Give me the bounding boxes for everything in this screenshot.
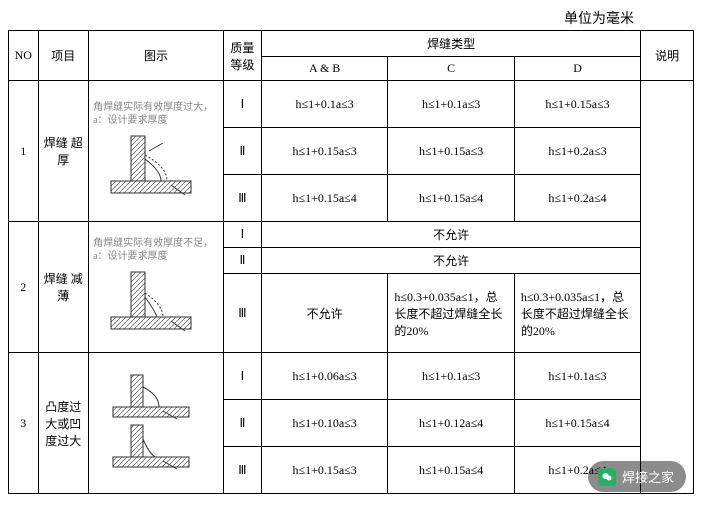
cell-spec: h≤1+0.15a≤4 xyxy=(261,175,387,222)
th-ab: A & B xyxy=(261,57,387,81)
cell-grade: Ⅲ xyxy=(223,447,261,494)
th-figure: 图示 xyxy=(89,31,224,81)
cell-grade: Ⅰ xyxy=(223,81,261,128)
cell-item: 凸度过大或凹度过大 xyxy=(38,353,89,494)
cell-spec: h≤1+0.2a≤4 xyxy=(514,175,640,222)
cell-figure: 角焊缝实际有效厚度不足，a：设计要求厚度 xyxy=(89,222,224,353)
cell-spec: h≤1+0.1a≤3 xyxy=(261,81,387,128)
cell-spec: h≤1+0.15a≤3 xyxy=(514,81,640,128)
cell-spec: h≤1+0.06a≤3 xyxy=(261,353,387,400)
cell-grade: Ⅱ xyxy=(223,248,261,274)
cell-item: 焊缝 超厚 xyxy=(38,81,89,222)
cell-figure: 角焊缝实际有效厚度过大，a：设计要求厚度 xyxy=(89,81,224,222)
weld-diagram-concave xyxy=(101,423,211,473)
cell-spec-merged: 不允许 xyxy=(261,222,640,248)
weld-diagram-underthick xyxy=(101,267,211,337)
th-note: 说明 xyxy=(641,31,694,81)
watermark: 焊接之家 xyxy=(588,461,686,492)
cell-grade: Ⅱ xyxy=(223,128,261,175)
weld-diagram-convex xyxy=(101,373,211,423)
cell-no: 1 xyxy=(9,81,39,222)
cell-no: 2 xyxy=(9,222,39,353)
th-grade: 质量等级 xyxy=(223,31,261,81)
fig-caption: 角焊缝实际有效厚度不足，a：设计要求厚度 xyxy=(93,237,219,263)
cell-spec: h≤1+0.15a≤3 xyxy=(261,447,387,494)
watermark-text: 焊接之家 xyxy=(622,467,674,486)
cell-spec: h≤1+0.15a≤4 xyxy=(514,400,640,447)
cell-item: 焊缝 减薄 xyxy=(38,222,89,353)
th-d: D xyxy=(514,57,640,81)
th-item: 项目 xyxy=(38,31,89,81)
cell-grade: Ⅱ xyxy=(223,400,261,447)
th-no: NO xyxy=(9,31,39,81)
th-c: C xyxy=(388,57,514,81)
cell-grade: Ⅰ xyxy=(223,222,261,248)
th-type-group: 焊缝类型 xyxy=(261,31,640,57)
cell-spec: h≤0.3+0.035a≤1，总长度不超过焊缝全长的20% xyxy=(514,274,640,353)
cell-spec: h≤1+0.15a≤3 xyxy=(261,128,387,175)
cell-spec: h≤1+0.15a≤3 xyxy=(388,128,514,175)
cell-spec: h≤1+0.1a≤3 xyxy=(388,81,514,128)
cell-spec: h≤1+0.10a≤3 xyxy=(261,400,387,447)
fig-caption: 角焊缝实际有效厚度过大，a：设计要求厚度 xyxy=(93,101,219,127)
cell-grade: Ⅰ xyxy=(223,353,261,400)
weld-diagram-overthick xyxy=(101,131,211,201)
spec-table: NO 项目 图示 质量等级 焊缝类型 说明 A & B C D 1 焊缝 超厚 … xyxy=(8,30,694,494)
unit-label: 单位为毫米 xyxy=(8,8,694,28)
cell-spec: h≤1+0.1a≤3 xyxy=(388,353,514,400)
cell-spec: h≤1+0.12a≤4 xyxy=(388,400,514,447)
cell-note xyxy=(641,81,694,494)
cell-spec: 不允许 xyxy=(261,274,387,353)
cell-spec: h≤1+0.15a≤4 xyxy=(388,447,514,494)
cell-grade: Ⅲ xyxy=(223,274,261,353)
cell-figure xyxy=(89,353,224,494)
cell-no: 3 xyxy=(9,353,39,494)
cell-spec: h≤1+0.1a≤3 xyxy=(514,353,640,400)
wechat-icon xyxy=(598,468,616,486)
cell-spec: h≤0.3+0.035a≤1，总长度不超过焊缝全长的20% xyxy=(388,274,514,353)
cell-spec: h≤1+0.15a≤4 xyxy=(388,175,514,222)
cell-grade: Ⅲ xyxy=(223,175,261,222)
cell-spec-merged: 不允许 xyxy=(261,248,640,274)
cell-spec: h≤1+0.2a≤3 xyxy=(514,128,640,175)
